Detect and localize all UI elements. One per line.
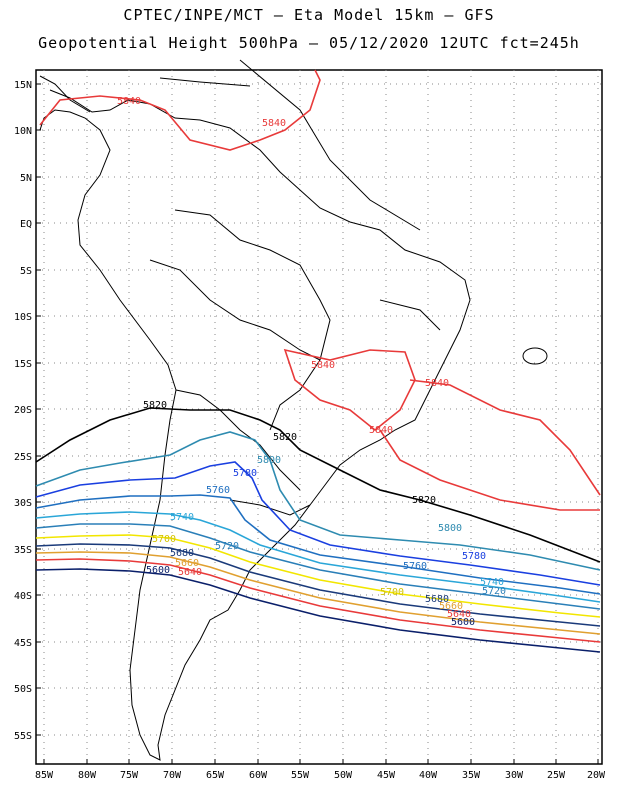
contour-5640 xyxy=(35,558,601,643)
contour-5800 xyxy=(35,431,601,571)
contour-label: 5780 xyxy=(462,551,486,562)
coastlines xyxy=(39,59,548,761)
chart-subtitle: Geopotential Height 500hPa – 05/12/2020 … xyxy=(38,34,580,52)
chart-title: CPTEC/INPE/MCT – Eta Model 15km – GFS xyxy=(123,6,495,24)
contour-5680 xyxy=(35,543,601,627)
lon-label: 70W xyxy=(163,770,182,781)
border-line xyxy=(229,499,311,516)
lon-label: 45W xyxy=(377,770,396,781)
contour-5720 xyxy=(35,523,601,610)
lon-label: 60W xyxy=(249,770,268,781)
contour-label: 5640 xyxy=(178,567,202,578)
contours xyxy=(35,69,601,653)
contour-5660 xyxy=(35,551,601,635)
border-line xyxy=(174,209,331,431)
contour-label: 5820 xyxy=(412,495,436,506)
contour-5820 xyxy=(35,407,601,563)
contour-label: 5780 xyxy=(233,468,257,479)
contour-5740 xyxy=(35,511,601,603)
lon-label: 20W xyxy=(587,770,606,781)
lat-label: 40S xyxy=(14,591,32,602)
central-america-coast xyxy=(39,75,91,113)
lat-label: 20S xyxy=(14,405,32,416)
contour-label: 5800 xyxy=(257,455,281,466)
lon-label: 30W xyxy=(505,770,524,781)
contour-5840-north xyxy=(39,69,321,151)
map-frame xyxy=(35,69,603,765)
lat-label: 30S xyxy=(14,498,32,509)
lat-label: 10S xyxy=(14,312,32,323)
lon-label: 50W xyxy=(334,770,353,781)
contour-label: 5720 xyxy=(215,541,239,552)
contour-label: 5800 xyxy=(438,523,462,534)
contour-label: 5740 xyxy=(480,577,504,588)
contour-labels: 5840 5840 5840 5840 5840 5820 5820 5820 … xyxy=(117,96,506,628)
contour-5840-central xyxy=(283,348,416,432)
lat-label: 50S xyxy=(14,684,32,695)
contour-label: 5700 xyxy=(380,587,404,598)
lon-label: 40W xyxy=(419,770,438,781)
contour-label: 5820 xyxy=(143,400,167,411)
lat-label: 25S xyxy=(14,452,32,463)
border-line xyxy=(379,299,441,331)
lon-label: 65W xyxy=(206,770,225,781)
lat-label: 5N xyxy=(20,173,32,184)
contour-label: 5700 xyxy=(152,534,176,545)
contour-label: 5680 xyxy=(425,594,449,605)
lat-label: 45S xyxy=(14,638,32,649)
contour-5780 xyxy=(35,461,601,586)
contour-label: 5660 xyxy=(175,558,199,569)
contour-5600 xyxy=(35,568,601,653)
contour-label: 5840 xyxy=(425,378,449,389)
contour-5760 xyxy=(35,494,601,595)
lat-label: 55S xyxy=(14,731,32,742)
contour-5840-east-south xyxy=(379,429,600,511)
island-outline xyxy=(522,347,548,365)
contour-label: 5840 xyxy=(117,96,141,107)
contour-label: 5840 xyxy=(311,360,335,371)
border-line xyxy=(175,389,301,491)
lon-label: 35W xyxy=(462,770,481,781)
lon-label: 25W xyxy=(547,770,566,781)
contour-label: 5680 xyxy=(170,548,194,559)
lon-label: 55W xyxy=(291,770,310,781)
axis-ticks xyxy=(36,83,599,764)
lat-label: 5S xyxy=(20,266,32,277)
contour-label: 5720 xyxy=(482,586,506,597)
lon-label: 80W xyxy=(78,770,97,781)
lat-label: 35S xyxy=(14,545,32,556)
contour-label: 5840 xyxy=(369,425,393,436)
lat-label: 15N xyxy=(14,80,32,91)
caribbean-coast xyxy=(159,77,251,87)
contour-label: 5820 xyxy=(273,432,297,443)
contour-5840-east xyxy=(409,379,601,496)
lon-label: 75W xyxy=(120,770,139,781)
lon-label: 85W xyxy=(35,770,54,781)
graticule xyxy=(36,70,602,764)
longitude-labels: 85W 80W 75W 70W 65W 60W 55W 50W 45W 40W … xyxy=(35,770,606,781)
contour-label: 5600 xyxy=(451,617,475,628)
contour-5700 xyxy=(35,534,601,618)
contour-label: 5600 xyxy=(146,565,170,576)
contour-label: 5740 xyxy=(170,512,194,523)
latitude-labels: 15N 10N 5N EQ 5S 10S 15S 20S 25S 30S 35S… xyxy=(14,80,32,742)
contour-label: 5660 xyxy=(439,601,463,612)
contour-label: 5840 xyxy=(262,118,286,129)
contour-label: 5760 xyxy=(403,561,427,572)
lat-label: 15S xyxy=(14,359,32,370)
contour-label: 5760 xyxy=(206,485,230,496)
south-america-coast xyxy=(39,89,471,761)
lat-label: 10N xyxy=(14,126,32,137)
border-line xyxy=(239,59,421,231)
contour-label: 5640 xyxy=(447,609,471,620)
lat-label: EQ xyxy=(20,219,32,230)
border-line xyxy=(149,259,321,361)
